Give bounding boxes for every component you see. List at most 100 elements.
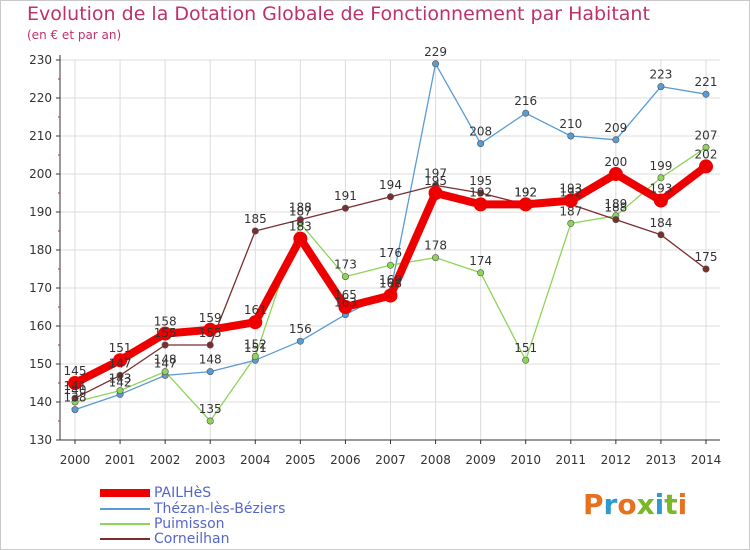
data-point <box>113 353 128 368</box>
data-point <box>563 193 578 208</box>
legend-item: Corneilhan <box>100 531 229 547</box>
data-point <box>116 371 124 379</box>
data-label: 138 <box>64 391 87 405</box>
data-label: 155 <box>199 326 222 340</box>
data-label: 223 <box>649 68 672 82</box>
data-label: 152 <box>244 337 267 351</box>
data-point <box>477 140 485 148</box>
data-point <box>477 269 485 277</box>
data-label: 195 <box>424 174 447 188</box>
data-point <box>251 352 259 360</box>
logo-letter: i <box>654 488 665 521</box>
data-point <box>657 231 665 239</box>
data-point <box>161 368 169 376</box>
series-points <box>68 60 713 425</box>
data-label: 176 <box>379 246 402 260</box>
data-label: 156 <box>289 322 312 336</box>
chart-subtitle: (en € et par an) <box>27 28 122 42</box>
data-label: 148 <box>154 353 177 367</box>
data-point <box>657 83 665 91</box>
axes <box>56 55 720 444</box>
data-point <box>161 341 169 349</box>
data-label: 143 <box>109 372 132 386</box>
data-point <box>432 254 440 262</box>
data-point <box>248 315 263 330</box>
y-tick-label: 200 <box>29 167 52 181</box>
data-point <box>428 186 443 200</box>
logo-letter: r <box>603 488 618 521</box>
data-label: 188 <box>604 201 627 215</box>
y-tick-label: 220 <box>29 91 52 105</box>
data-point <box>341 204 349 212</box>
legend-label: PAILHèS <box>154 485 212 501</box>
data-label: 192 <box>514 185 537 199</box>
data-point <box>699 159 713 174</box>
data-label: 142 <box>109 375 132 389</box>
data-point <box>341 273 349 281</box>
legend-label: Puimisson <box>154 516 225 532</box>
tick-labels: 130 140 150 160 170 180 190 200 210 220 230 2000 200… <box>29 53 721 467</box>
x-tick-label: 2013 <box>646 453 677 467</box>
data-label: 199 <box>649 159 672 173</box>
data-point <box>203 322 218 337</box>
data-label: 185 <box>244 212 267 226</box>
legend-item: PAILHèS <box>100 485 211 501</box>
logo-letter: o <box>617 488 637 521</box>
data-label: 151 <box>244 341 267 355</box>
data-point <box>116 387 124 395</box>
x-tick-label: 2006 <box>330 453 361 467</box>
legend-item: Puimisson <box>100 516 225 532</box>
data-point <box>522 356 530 364</box>
data-label: 195 <box>469 174 492 188</box>
y-tick-label: 130 <box>29 433 52 447</box>
data-label: 192 <box>469 185 492 199</box>
y-tick-label: 180 <box>29 243 52 257</box>
data-point <box>68 376 82 390</box>
data-label: 209 <box>604 121 627 135</box>
data-label: 163 <box>334 296 357 310</box>
data-point <box>338 300 353 314</box>
data-label: 141 <box>64 379 87 393</box>
legend-item: Thézan-lès-Béziers <box>100 501 285 517</box>
data-label: 168 <box>379 277 402 291</box>
x-tick-label: 2000 <box>60 453 91 467</box>
y-tick-label: 150 <box>29 357 52 371</box>
x-tick-label: 2003 <box>195 453 226 467</box>
data-label: 208 <box>469 125 492 139</box>
data-point <box>567 219 575 227</box>
data-point <box>158 326 173 341</box>
data-label: 200 <box>604 155 627 169</box>
data-point <box>477 189 485 197</box>
x-tick-label: 2012 <box>601 453 632 467</box>
data-label: 193 <box>559 182 582 196</box>
data-point <box>702 143 710 151</box>
data-label: 175 <box>695 250 718 264</box>
x-tick-label: 2008 <box>420 453 451 467</box>
data-point <box>386 261 394 269</box>
data-label: 183 <box>289 220 312 234</box>
data-label: 174 <box>469 254 492 268</box>
data-label: 135 <box>199 402 222 416</box>
data-label: 221 <box>695 75 718 89</box>
logo-letter: t <box>664 488 678 521</box>
x-tick-label: 2007 <box>375 453 406 467</box>
chart-title: Evolution de la Dotation Globale de Fonc… <box>27 3 650 25</box>
y-tick-label: 140 <box>29 395 52 409</box>
y-tick-label: 160 <box>29 319 52 333</box>
data-point <box>653 193 668 208</box>
data-label: 216 <box>514 94 537 108</box>
data-label: 187 <box>559 204 582 218</box>
data-label: 147 <box>154 356 177 370</box>
data-point <box>206 341 214 349</box>
data-point <box>608 167 623 181</box>
x-tick-label: 2004 <box>240 453 271 467</box>
data-label: 155 <box>154 326 177 340</box>
data-label: 158 <box>154 315 177 329</box>
data-label: 147 <box>109 356 132 370</box>
data-label: 188 <box>289 201 312 215</box>
data-label: 161 <box>244 303 267 317</box>
data-label: 189 <box>604 197 627 211</box>
